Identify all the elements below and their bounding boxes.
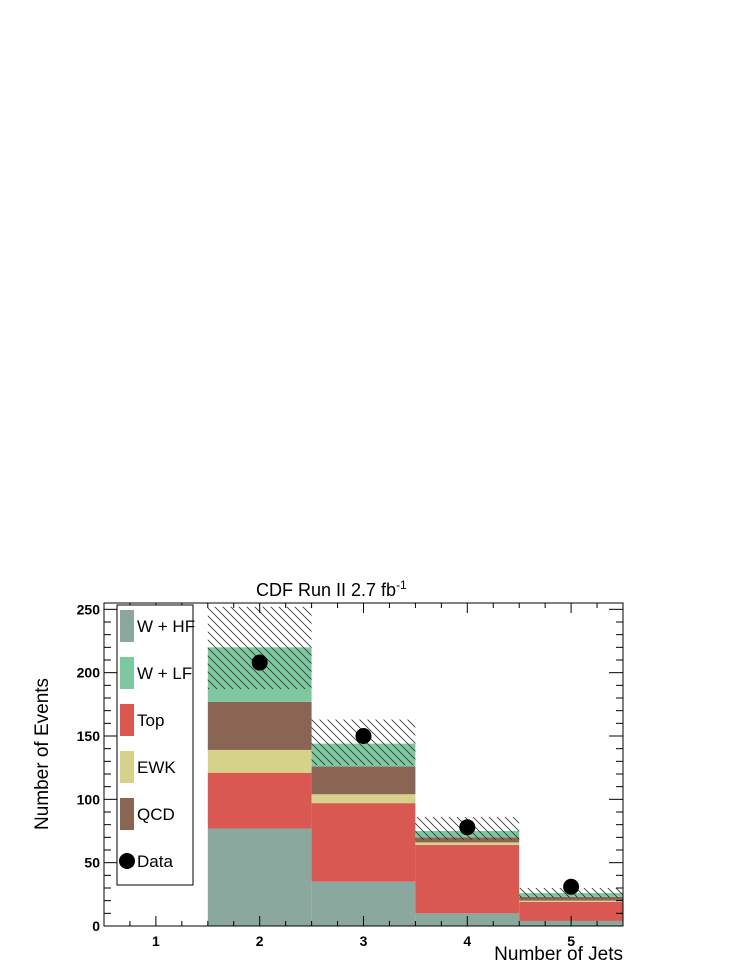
x-tick-label-3: 3 (360, 933, 368, 949)
chart-title: CDF Run II 2.7 fb-1 (256, 578, 407, 600)
bar-ewk-5 (519, 900, 623, 902)
bar-top-3 (311, 803, 416, 882)
y-tick-label-50: 50 (84, 855, 100, 871)
data-points (251, 654, 580, 895)
chart-title-superscript: -1 (396, 578, 407, 592)
legend-swatch-qcd (120, 798, 134, 830)
legend-label-ewk: EWK (137, 758, 176, 777)
x-tick-label-2: 2 (256, 933, 264, 949)
x-tick-label-5: 5 (567, 933, 575, 949)
y-tick-label-200: 200 (77, 665, 101, 681)
bar-qcd-2 (207, 701, 312, 750)
y-axis-title: Number of Events (32, 678, 53, 830)
legend-swatch-ewk (120, 751, 134, 783)
y-tick-label-150: 150 (77, 728, 101, 744)
legend-swatch-w-lf (120, 657, 134, 689)
legend-label-w-lf: W + LF (137, 664, 192, 683)
legend-label-top: Top (137, 711, 164, 730)
bar-qcd-5 (519, 896, 623, 901)
x-tick-label-4: 4 (463, 933, 471, 949)
legend-marker-data (119, 853, 135, 869)
bar-w-hf-2 (207, 828, 312, 926)
bar-top-4 (415, 844, 520, 914)
chart-title-main: CDF Run II 2.7 fb (256, 580, 396, 600)
legend-label-data: Data (137, 852, 173, 871)
legend: W + HF W + LF Top EWK QCD Data (116, 604, 195, 886)
data-point-4 (459, 819, 476, 836)
y-tick-label-0: 0 (92, 918, 100, 934)
legend-swatch-top (120, 704, 134, 736)
legend-label-qcd: QCD (137, 805, 175, 824)
legend-swatch-w-hf (120, 610, 134, 642)
x-axis-title: Number of Jets (494, 944, 623, 965)
bar-ewk-3 (311, 794, 416, 804)
data-point-2 (251, 654, 268, 671)
bar-qcd-3 (311, 766, 416, 795)
bar-ewk-4 (415, 842, 520, 845)
bar-top-2 (207, 772, 312, 829)
bar-top-5 (519, 901, 623, 921)
data-point-3 (355, 728, 372, 744)
legend-box (116, 604, 194, 886)
uncertainty-2 (207, 606, 312, 690)
x-tick-label-1: 1 (152, 933, 160, 949)
y-tick-label-250: 250 (77, 601, 101, 617)
data-point-5 (563, 878, 580, 895)
y-tick-label-100: 100 (77, 791, 101, 807)
bar-ewk-2 (207, 749, 312, 773)
legend-label-w-hf: W + HF (137, 617, 195, 636)
